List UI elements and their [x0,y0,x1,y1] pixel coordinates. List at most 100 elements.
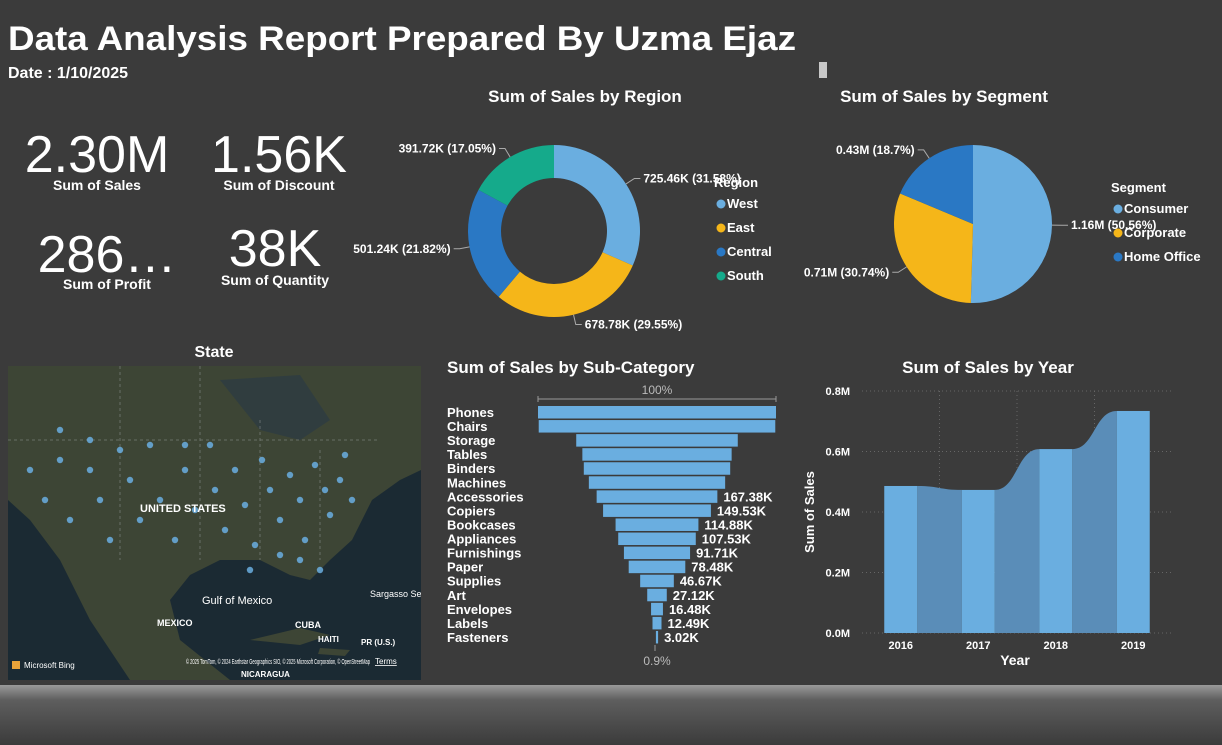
column [1116,410,1150,633]
map-point [41,496,49,504]
legend-marker [716,199,726,209]
data-label: 725.46K (31.58%) [643,171,740,185]
column [961,489,995,633]
bing-logo [12,661,20,669]
report-title: Data Analysis Report Prepared By Uzma Ej… [8,20,796,58]
funnel-bar [623,546,691,560]
kpi-value: 286… [38,226,177,284]
data-label: 0.43M (18.7%) [836,143,915,157]
category-label: Labels [447,616,488,631]
map-point [321,486,329,494]
category-label: Art [447,588,466,603]
leader-line [573,314,582,325]
category-label: Supplies [447,574,501,589]
legend-title: Region [714,175,758,190]
chart-title: Sum of Sales by Segment [840,87,1048,106]
map-point [211,486,219,494]
data-label: 1.16M (50.56%) [1071,218,1156,232]
x-tick-label: 2018 [1044,640,1068,652]
category-label: Fasteners [447,630,508,645]
leader-line [917,149,930,159]
data-label: 27.12K [673,588,716,603]
category-label: Phones [447,405,494,420]
map-lakes [220,375,330,440]
funnel-bar [618,532,696,546]
data-label: 114.88K [704,517,753,532]
map-point [56,426,64,434]
map-point [86,436,94,444]
chart-title: Sum of Sales by Sub-Category [447,358,695,377]
funnel-bar [615,518,699,531]
y-tick-label: 0.8M [826,386,850,398]
map-point [316,566,324,574]
map-point [191,506,199,514]
slice [498,252,633,318]
y-tick-label: 0.6M [826,447,850,459]
funnel-bar [596,490,718,503]
map-point [258,456,266,464]
x-tick-label: 2016 [889,640,913,652]
slice [900,145,973,224]
chart-title: Sum of Sales by Region [488,87,682,106]
map-point [311,461,319,469]
legend-label: Central [727,244,772,259]
map-label: Sargasso Sea [370,589,427,599]
x-tick-label: 2017 [966,640,990,652]
map-point [341,451,349,459]
x-tick-label: 2019 [1121,640,1145,652]
funnel-top-rule [537,396,777,402]
funnel-bar [603,504,711,517]
map-title: State [194,344,233,361]
category-label: Tables [447,447,487,462]
map-point [276,516,284,524]
legend-label: Home Office [1124,249,1201,264]
map-point [241,501,249,509]
map-point [116,446,124,454]
y-axis-title: Sum of Sales [802,471,817,553]
funnel-bar [538,406,776,419]
map-point [231,466,239,474]
slice [894,193,973,303]
slice [478,145,554,206]
column [884,485,918,633]
leader-line [453,246,470,250]
category-label: Machines [447,475,506,490]
y-tick-label: 0.2M [826,568,850,580]
kpi-label: Sum of Quantity [221,272,329,288]
legend-label: South [727,268,764,283]
map-label: UNITED STATES [140,503,226,515]
map: UNITED STATES Gulf of Mexico MEXICO CUBA HAI… [8,366,427,680]
kpi-value: 1.56K [211,126,347,184]
legend-label: West [727,196,758,211]
map-point [301,536,309,544]
map-point [56,456,64,464]
funnel-bar [576,434,738,447]
y-tick-label: 0.0M [826,628,850,640]
footer-band [0,685,1222,745]
x-axis-title: Year [1000,652,1030,668]
leader-line [498,147,511,158]
funnel-bar [538,420,776,433]
map-label: HAITI [318,635,339,644]
legend-label: Corporate [1124,225,1186,240]
map-attribution: © 2025 TomTom, © 2024 Earthstar Geograph… [186,658,370,666]
legend-marker [716,271,726,281]
data-label: 78.48K [691,560,734,575]
funnel-bar [588,476,726,489]
map-point [106,536,114,544]
map-point [296,496,304,504]
map-point [171,536,179,544]
map-point [146,441,154,449]
legend-label: East [727,220,755,235]
data-label: 501.24K (21.82%) [353,242,450,256]
legend-marker [716,247,726,257]
category-label: Furnishings [447,546,521,561]
map-terms[interactable]: Terms [375,657,397,666]
funnel-bar [583,462,731,475]
funnel-bar [651,602,663,616]
legend-marker [1113,252,1123,262]
ribbon [1072,410,1117,633]
category-label: Copiers [447,503,495,518]
